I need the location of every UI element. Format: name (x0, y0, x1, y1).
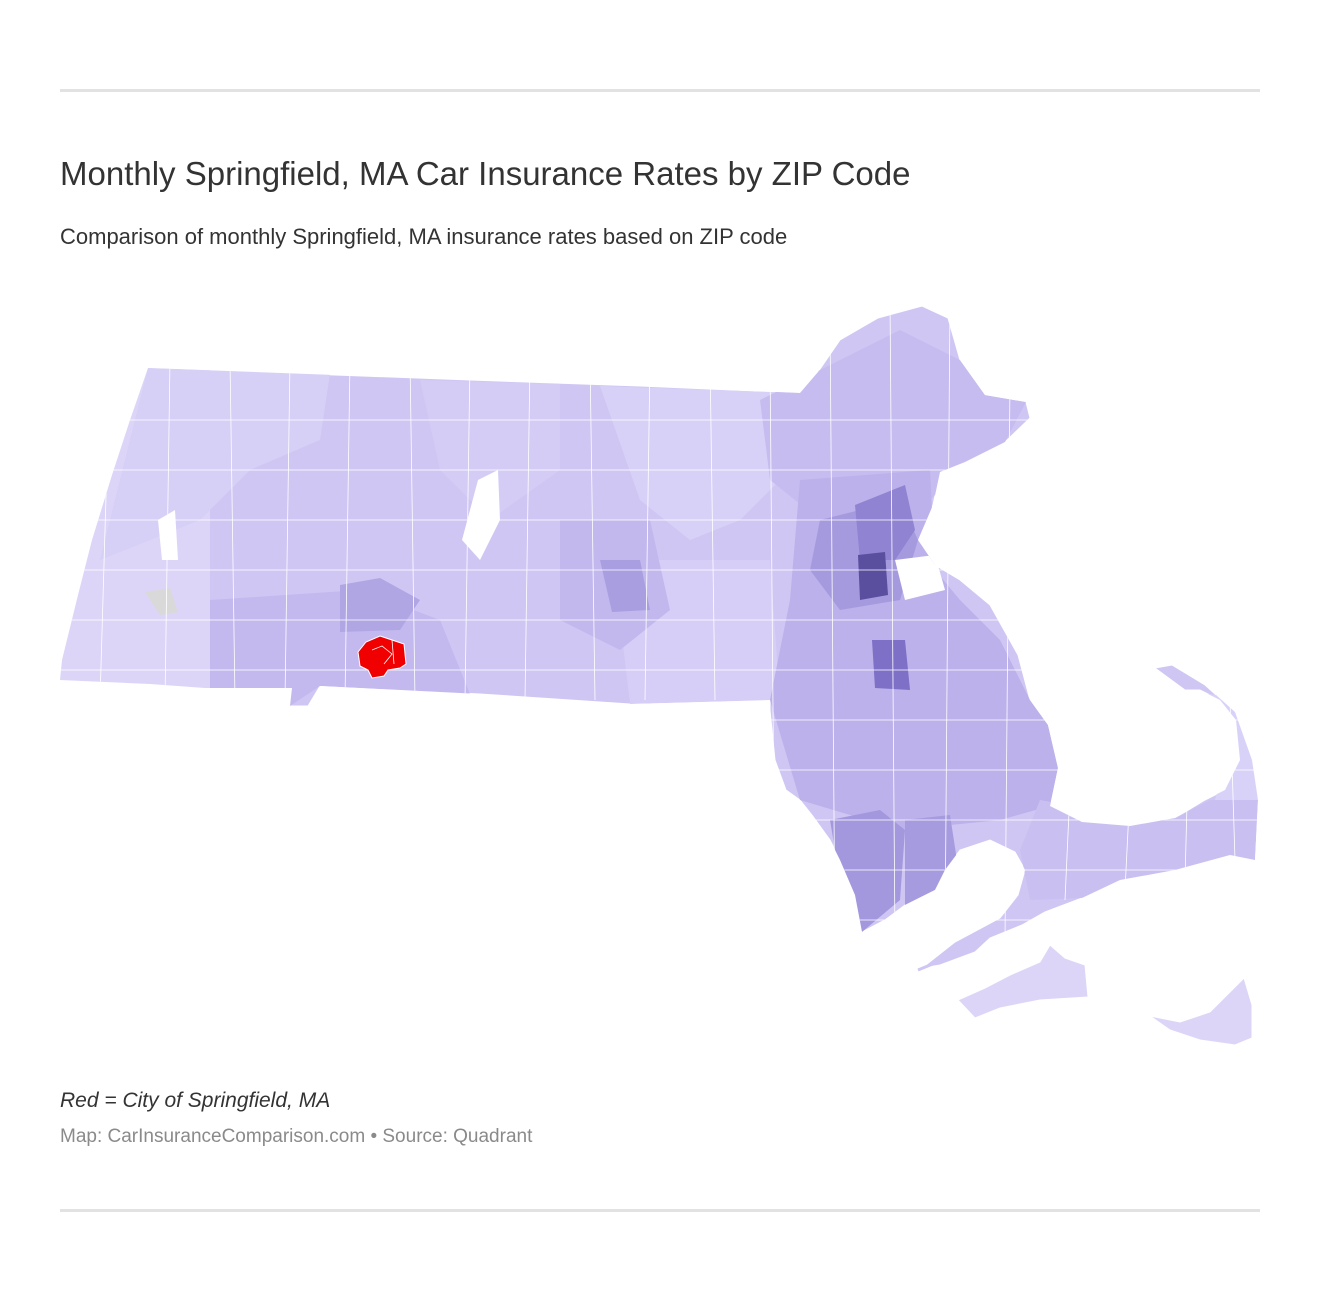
zip-region-cambridge-somerville (855, 485, 915, 560)
zip-region-franklin (420, 380, 560, 520)
page-subtitle: Comparison of monthly Springfield, MA in… (60, 224, 788, 249)
nantucket (1149, 977, 1253, 1046)
zip-region-berkshire-north (100, 368, 330, 560)
zip-region-cape-cod (1020, 800, 1258, 900)
elizabeth-islands (917, 930, 991, 972)
zip-region-worcester-city (600, 560, 650, 612)
map-source-credit: Map: CarInsuranceComparison.com • Source… (60, 1126, 533, 1147)
bottom-divider (60, 1209, 1260, 1212)
zip-code-regions (60, 330, 1258, 942)
west-lake (158, 510, 178, 560)
zip-boundaries (60, 306, 1258, 941)
zip-region-boston-core (858, 552, 888, 600)
zip-code-choropleth-map (0, 290, 1320, 1060)
zip-region-springfield-area (340, 578, 420, 632)
zip-region-outer-cape (1180, 690, 1258, 800)
top-divider (60, 89, 1260, 92)
quabbin-reservoir (462, 470, 500, 560)
springfield-city-highlight (357, 635, 407, 679)
no-data-region (145, 588, 178, 615)
page-title: Monthly Springfield, MA Car Insurance Ra… (60, 155, 911, 192)
zip-region-north-central (600, 386, 800, 540)
marthas-vineyard (957, 944, 1089, 1019)
zip-region-essex (760, 330, 1026, 520)
zip-region-fall-river (830, 810, 905, 932)
map-legend-caption: Red = City of Springfield, MA (60, 1089, 331, 1112)
boston-harbor (895, 555, 945, 600)
zip-region-brockton (872, 640, 910, 690)
